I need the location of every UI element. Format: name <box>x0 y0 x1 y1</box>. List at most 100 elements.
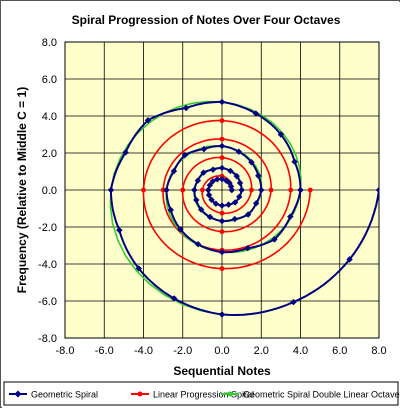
linear-spiral-point <box>219 155 225 161</box>
y-tick-labels: 8.0 6.0 4.0 2.0 0.0 -2.0 -4.0 -6.0 -8.0 <box>38 37 57 345</box>
geometric-spiral-point <box>182 104 190 112</box>
linear-spiral-point <box>219 266 225 272</box>
y-tick-label: -2.0 <box>38 222 57 234</box>
geometric-spiral-point <box>236 179 244 187</box>
geometric-spiral-point <box>271 236 278 243</box>
geometric-spiral-point <box>218 164 226 172</box>
geometric-spiral-point <box>236 193 243 201</box>
geometric-spiral-point <box>214 176 221 183</box>
geometric-spiral-point <box>225 201 232 208</box>
legend: Geometric Spiral Linear Progression Spira… <box>9 390 400 400</box>
geometric-spiral-point <box>346 256 353 263</box>
x-tick-label: 6.0 <box>332 345 347 357</box>
legend-marker <box>137 391 143 397</box>
geometric-spiral-point <box>227 167 234 175</box>
geometric-spiral-point <box>244 211 252 218</box>
legend-box <box>3 381 399 406</box>
y-tick-label: 6.0 <box>42 74 57 86</box>
legend-marker <box>14 390 22 398</box>
y-tick-label: 0.0 <box>42 185 57 197</box>
x-tick-label: -6.0 <box>95 345 114 357</box>
x-tick-label: 8.0 <box>371 345 386 357</box>
linear-spiral-point <box>219 118 225 124</box>
geometric-spiral-point <box>170 167 178 175</box>
legend-marker <box>227 391 233 397</box>
linear-spiral-point <box>268 187 274 193</box>
geometric-spiral-point <box>194 241 202 248</box>
y-axis-label: Frequency (Relative to Middle C = 1) <box>15 87 29 293</box>
series-layer <box>107 98 379 318</box>
geometric-spiral-point <box>200 169 207 176</box>
geometric-spiral-point <box>197 206 205 213</box>
geometric-spiral-point <box>200 145 208 153</box>
x-tick-label: 4.0 <box>293 345 308 357</box>
y-tick-label: 2.0 <box>42 148 57 160</box>
geometric-spiral-point <box>144 117 152 124</box>
geometric-spiral-point <box>218 142 226 150</box>
x-tick-label: 2.0 <box>254 345 269 357</box>
geometric-spiral-point <box>205 191 213 199</box>
geometric-spiral-point <box>218 217 226 225</box>
geometric-spiral-point <box>167 206 174 214</box>
geometric-spiral-point <box>290 298 297 306</box>
geometric-spiral-point <box>209 178 216 185</box>
linear-spiral-point <box>160 187 166 193</box>
geometric-spiral-point <box>287 213 294 220</box>
geometric-spiral-point <box>163 186 170 194</box>
geometric-spiral-point <box>194 177 202 184</box>
x-axis-label: Sequential Notes <box>173 364 271 378</box>
geometric-spiral-point <box>177 226 184 233</box>
geometric-spiral-point <box>206 181 214 189</box>
linear-spiral-point <box>219 210 225 216</box>
geometric-spiral-point <box>191 186 198 194</box>
geometric-spiral-point <box>122 149 129 156</box>
geometric-spiral-point <box>222 177 230 184</box>
geometric-spiral-point <box>209 166 217 173</box>
y-tick-label: -4.0 <box>38 259 57 271</box>
geometric-spiral-point <box>235 148 243 155</box>
geometric-spiral-point <box>277 131 285 138</box>
geometric-spiral-point <box>231 215 238 223</box>
legend-label: Geometric Spiral Double Linear Octave <box>243 390 400 400</box>
linear-spiral-point <box>141 187 146 193</box>
linear-spiral-point <box>199 187 205 193</box>
geometric-spiral-point <box>205 186 212 194</box>
linear-spiral-point <box>249 187 254 193</box>
linear-spiral-point <box>219 136 225 142</box>
x-tick-label: 0.0 <box>214 345 229 357</box>
legend-label: Linear Progression Spiral <box>153 390 254 400</box>
geometric-spiral-point <box>228 186 236 194</box>
geometric-spiral-point <box>233 172 240 180</box>
y-tick-label: 8.0 <box>42 37 57 49</box>
x-tick-label: -4.0 <box>134 345 153 357</box>
linear-spiral-point <box>180 187 186 193</box>
geometric-spiral-point <box>244 244 251 252</box>
legend-label: Geometric Spiral <box>31 390 98 400</box>
y-tick-label: -8.0 <box>38 333 57 345</box>
geometric-spiral-point <box>248 159 255 166</box>
linear-spiral-point <box>288 187 294 193</box>
geometric-spiral-point <box>297 186 304 194</box>
geometric-spiral-point <box>252 110 259 117</box>
geometric-spiral-point <box>193 196 200 204</box>
geometric-spiral-point <box>252 200 260 207</box>
geometric-spiral-point <box>212 200 220 207</box>
geometric-spiral-point <box>218 98 226 106</box>
geometric-spiral-point <box>206 213 214 221</box>
geometric-spiral-point <box>116 226 123 234</box>
geometric-spiral-point <box>231 199 239 206</box>
geometric-spiral-point <box>375 186 379 194</box>
geometric-spiral-point <box>218 311 226 318</box>
geometric-spiral-point <box>238 186 245 194</box>
linear-spiral-point <box>219 229 225 235</box>
x-tick-labels: -8.0 -6.0 -4.0 -2.0 0.0 2.0 4.0 6.0 8.0 <box>56 345 387 357</box>
geometric-spiral-point <box>258 186 265 194</box>
geometric-spiral-point <box>218 175 226 183</box>
y-tick-label: -6.0 <box>38 296 57 308</box>
x-tick-label: -8.0 <box>56 345 75 357</box>
geometric-spiral-point <box>218 248 226 256</box>
linear-spiral-point <box>307 187 313 193</box>
geometric-spiral-point <box>135 265 142 272</box>
